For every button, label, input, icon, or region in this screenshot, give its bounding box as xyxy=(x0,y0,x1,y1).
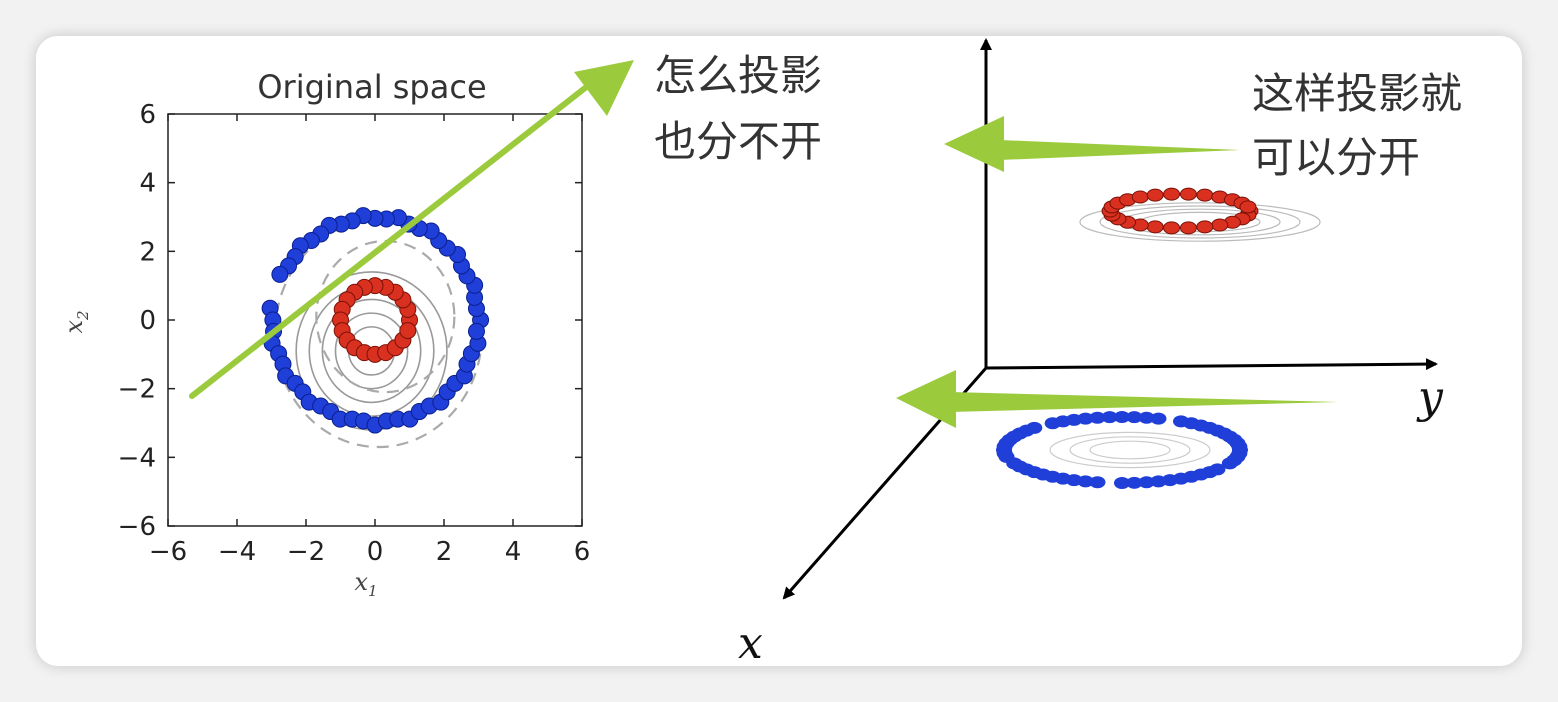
x-tick-label: 0 xyxy=(367,537,384,567)
blue-ring-point xyxy=(1126,476,1143,489)
inner-ring-points xyxy=(332,277,418,363)
blue-ring-point xyxy=(1077,412,1094,425)
red-ring-point xyxy=(1179,187,1197,201)
axis-ticks: −6 −4 −2 0 2 4 6 6 4 2 0 −2 −4 −6 xyxy=(118,100,591,567)
blue-ring-point xyxy=(1138,411,1155,424)
three-d-axes: y x xyxy=(738,38,1444,666)
blue-ring-point xyxy=(1150,475,1167,488)
plot-title: Original space xyxy=(257,68,486,106)
x-tick-label: −4 xyxy=(218,537,256,567)
red-ring-point xyxy=(1239,200,1257,214)
blue-ring-point xyxy=(1138,476,1155,489)
y-axis xyxy=(985,358,1438,371)
x-axis-label: x1 xyxy=(354,568,377,600)
outer-ring-point xyxy=(271,265,289,283)
blue-ring-point xyxy=(1089,476,1106,489)
contour-ring xyxy=(334,312,409,390)
red-ring-point xyxy=(1163,187,1181,201)
figure-card: −6 −4 −2 0 2 4 6 6 4 2 0 −2 −4 −6 Original space x1 x… xyxy=(36,36,1522,666)
y-tick-label: 0 xyxy=(139,306,156,336)
x-axis-label-3d: x xyxy=(738,618,763,666)
contour-ring-3d xyxy=(1079,202,1321,242)
blue-ring-point xyxy=(1126,411,1143,424)
blue-ring-point xyxy=(1114,477,1130,489)
x-tick-label: −2 xyxy=(287,537,325,567)
y-tick-label: 2 xyxy=(139,237,156,267)
y-tick-label: −4 xyxy=(118,443,156,473)
red-ring-point xyxy=(1179,221,1197,235)
blue-ring-point xyxy=(1101,411,1118,424)
y-tick-label: −2 xyxy=(118,375,156,405)
x-tick-label: 2 xyxy=(436,537,453,567)
projection-arrow-lower xyxy=(896,370,1338,428)
contour-ring-3d xyxy=(1069,436,1191,464)
ground-outer-ring xyxy=(996,411,1248,489)
blue-ring-point xyxy=(1089,411,1106,424)
figure-canvas: −6 −4 −2 0 2 4 6 6 4 2 0 −2 −4 −6 Original space x1 x… xyxy=(60,38,1462,666)
inner-ring-point xyxy=(399,322,417,340)
elevated-inner-ring xyxy=(1079,187,1321,242)
x-tick-label: 4 xyxy=(505,537,522,567)
outer-ring-point xyxy=(467,322,485,340)
blue-ring-point xyxy=(1221,457,1238,470)
red-ring-point xyxy=(1146,188,1164,202)
plot-frame xyxy=(167,113,583,527)
projection-arrow-diagonal xyxy=(189,60,634,399)
red-ring-point xyxy=(1163,221,1181,235)
original-space-plot: −6 −4 −2 0 2 4 6 6 4 2 0 −2 −4 −6 Original space x1 x… xyxy=(60,68,590,600)
contour-ring xyxy=(321,298,422,404)
annotation-can-separate-line2: 可以分开 xyxy=(1252,133,1420,182)
blue-ring-point xyxy=(1114,411,1130,423)
contour-ring-3d xyxy=(1089,440,1171,460)
y-tick-label: −6 xyxy=(118,512,156,542)
annotation-cannot-separate-line1: 怎么投影 xyxy=(654,51,822,100)
y-axis-label-3d: y xyxy=(1416,372,1444,423)
red-ring-point xyxy=(1196,188,1214,202)
blue-ring-point xyxy=(1026,421,1043,434)
x-tick-label: −6 xyxy=(149,537,187,567)
blue-ring-point xyxy=(1231,440,1248,453)
y-axis-label: x2 xyxy=(60,310,92,333)
projection-arrow-upper xyxy=(944,116,1240,172)
contour-ring-3d xyxy=(1099,205,1301,239)
contour-ring-3d xyxy=(1049,431,1211,469)
annotation-cannot-separate-line2: 也分不开 xyxy=(654,117,822,166)
y-tick-label: 4 xyxy=(139,169,156,199)
y-tick-label: 6 xyxy=(139,100,156,130)
x-tick-label: 6 xyxy=(574,537,591,567)
red-ring-point xyxy=(1146,220,1164,234)
red-ring-point xyxy=(1131,190,1149,204)
red-ring-point xyxy=(1211,218,1229,232)
annotation-can-separate-line1: 这样投影就 xyxy=(1252,69,1462,118)
blue-ring-point xyxy=(1150,412,1167,425)
red-ring-point xyxy=(1196,220,1214,234)
outer-ring-points xyxy=(261,207,490,434)
